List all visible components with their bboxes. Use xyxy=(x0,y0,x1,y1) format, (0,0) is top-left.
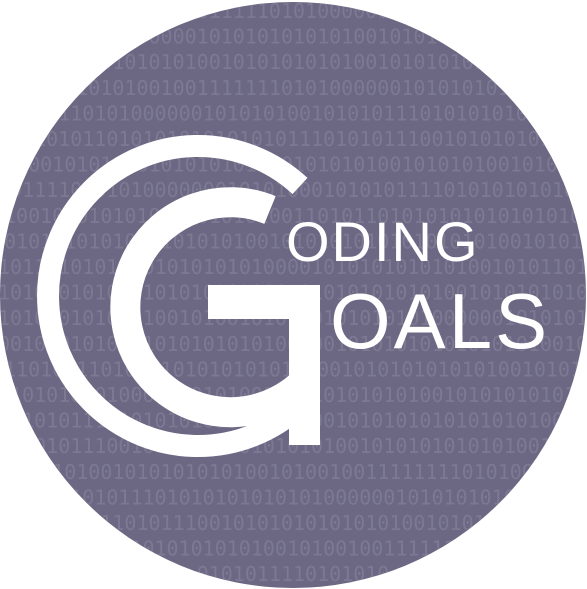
logo-word-oals: OALS xyxy=(330,277,550,365)
binary-row: 0110101000000101010100101010111010101010… xyxy=(46,101,540,125)
binary-row: 001101011100101010101010101001010101 xyxy=(76,511,509,535)
letter-g-stem xyxy=(289,285,320,445)
letter-c-outer-arc xyxy=(37,135,308,457)
binary-row: 1001010101010101010101001101011010101010… xyxy=(4,204,582,228)
letter-g-mark xyxy=(110,187,320,445)
binary-row: 100000010101010101010010101010 xyxy=(112,25,473,49)
binary-row: 1010100101010101010010100100111111110101… xyxy=(28,460,558,484)
binary-row: 1010101010101010101010010101010101010101… xyxy=(0,229,587,253)
binary-row: 01010101001010101010100101010101 xyxy=(100,50,485,74)
binary-row: 0101011110101010 xyxy=(197,562,390,586)
binary-row: 10101011111010100000001010 xyxy=(136,0,449,23)
binary-row: 101010010011111110101000000101010101 xyxy=(76,76,509,100)
logo-word-oding: ODING xyxy=(286,210,480,273)
binary-row: 01010101010100101001001111111 xyxy=(118,537,467,561)
letter-g-arc xyxy=(110,187,317,428)
binary-row: 0101011010101010101010111010101110010101… xyxy=(22,127,564,151)
binary-row: 1011010101010101010101000010101010101010… xyxy=(0,255,587,279)
binary-row: 1010111010101010101010000001010101010 xyxy=(70,485,516,509)
